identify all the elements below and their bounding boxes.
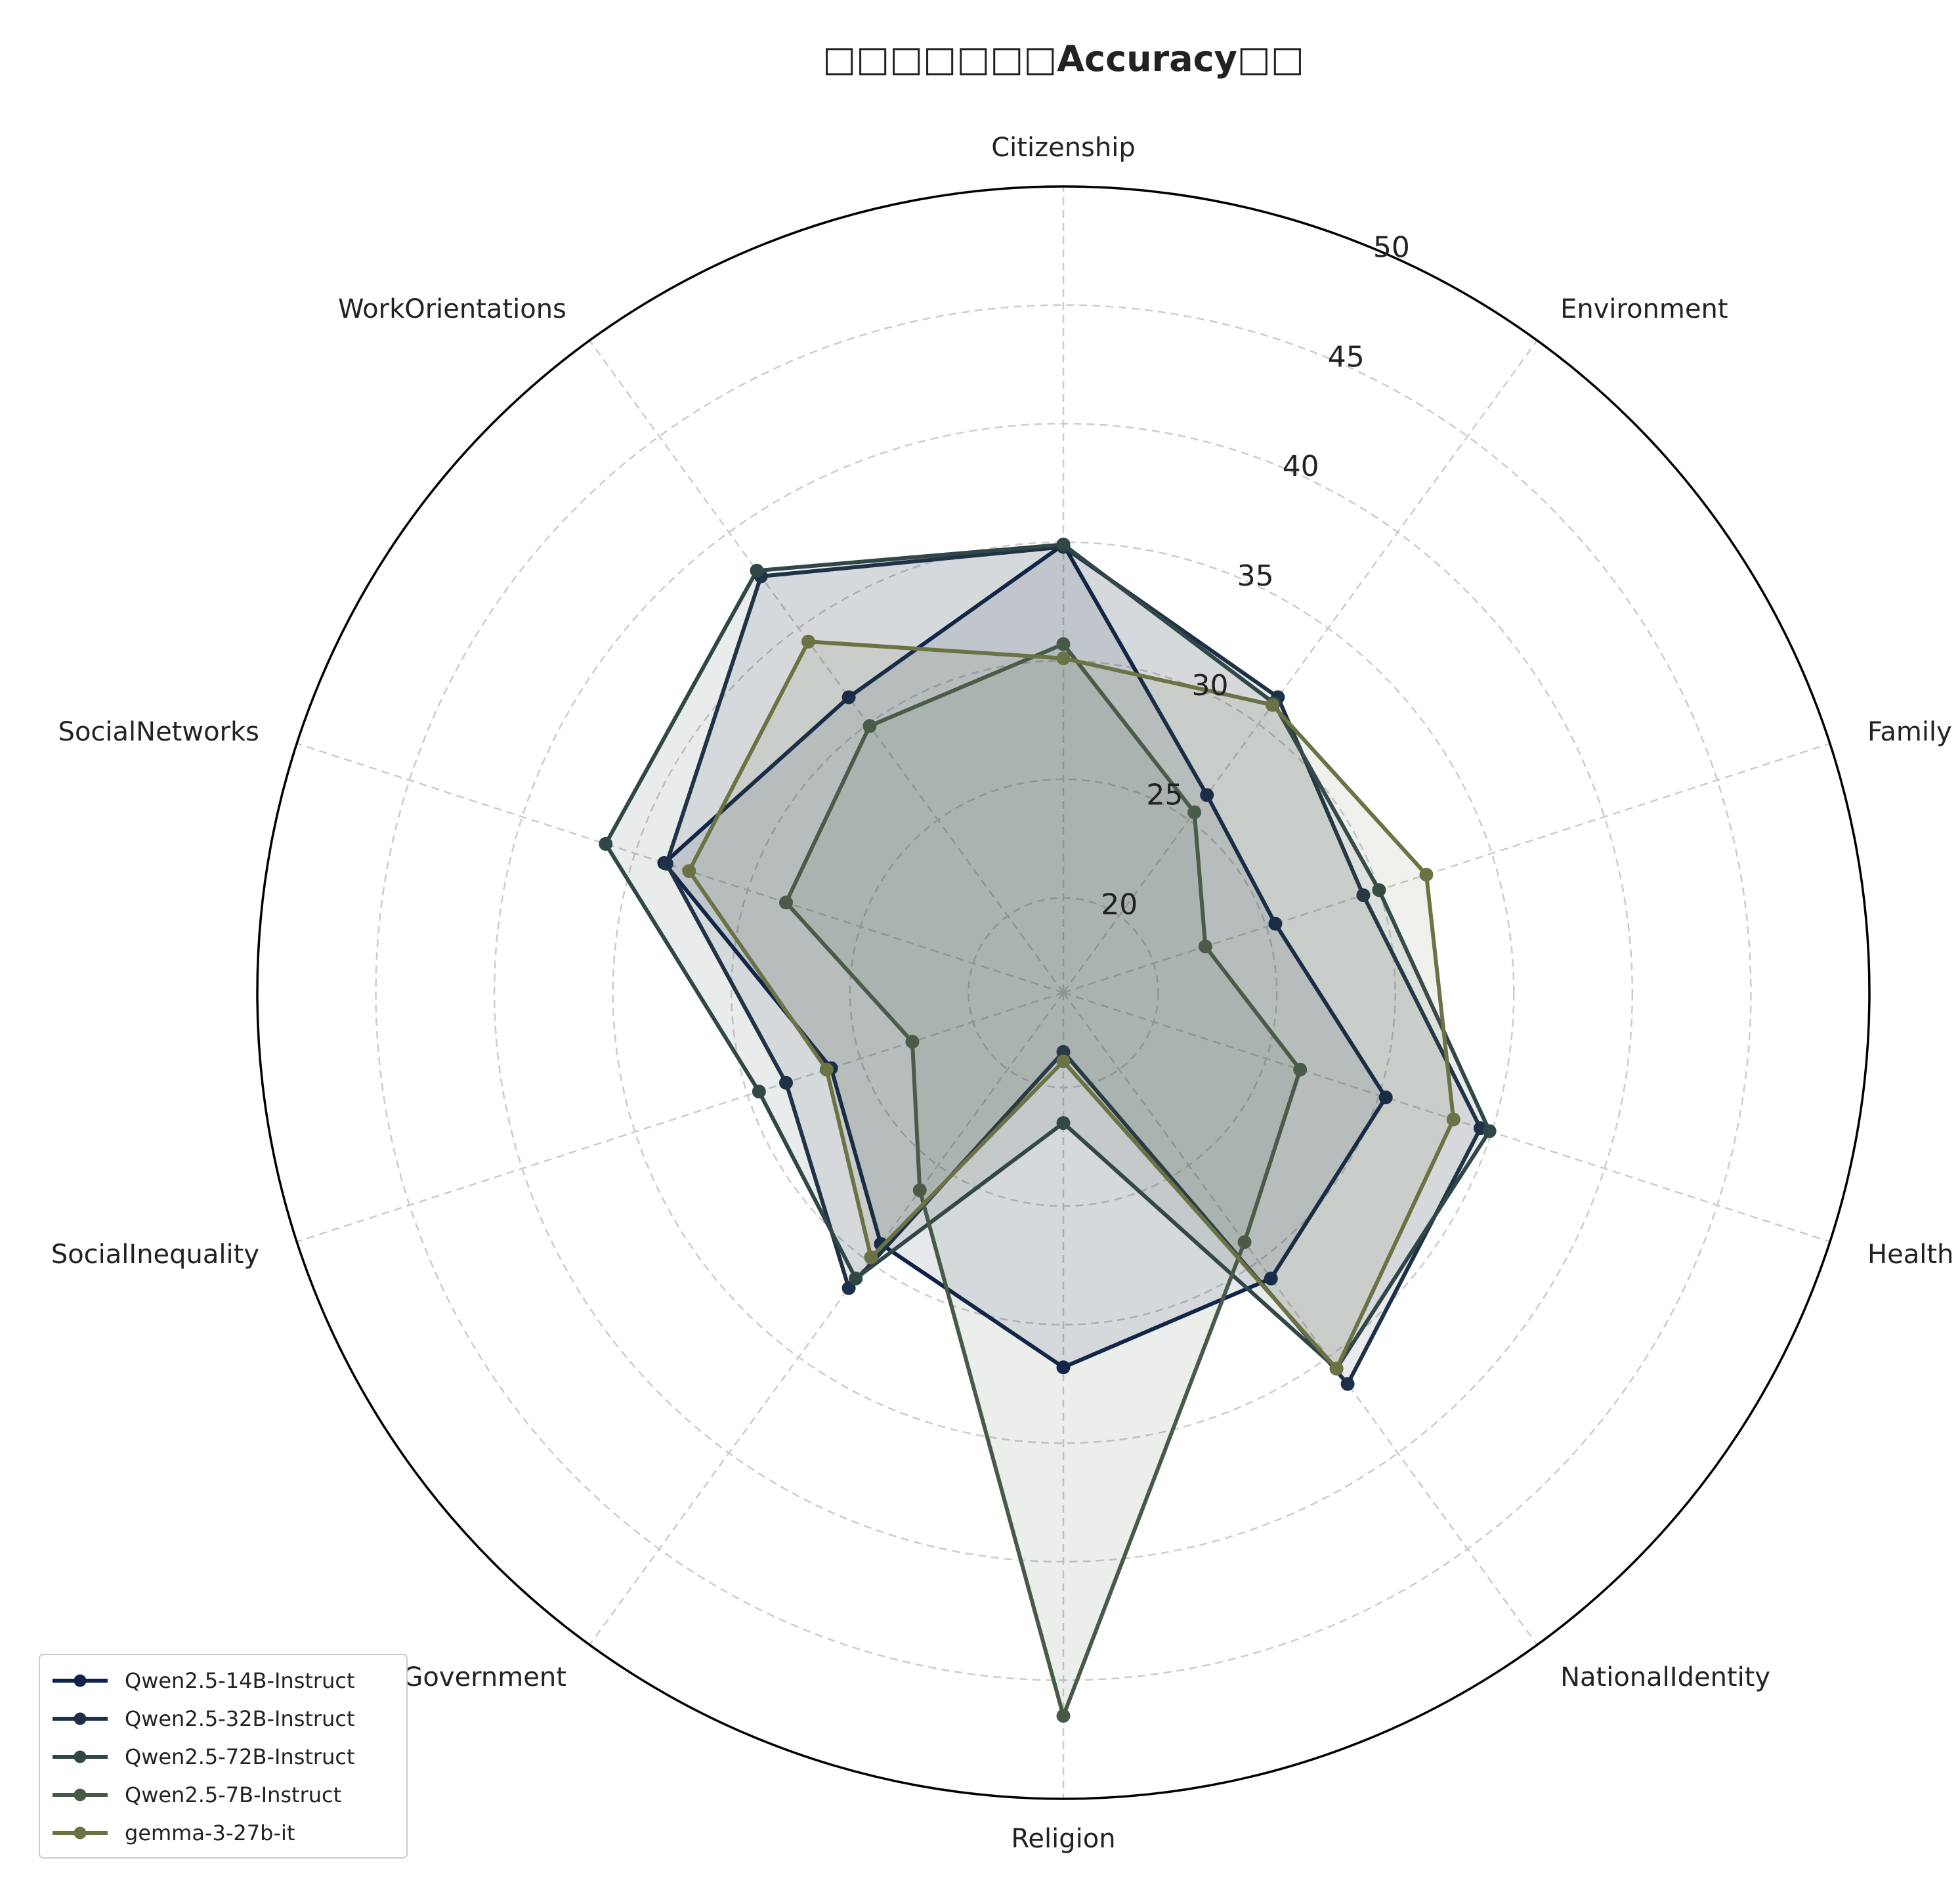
radar-grid <box>256 185 1871 1800</box>
data-point-1-6 <box>842 1281 856 1295</box>
radial-tick-label: 20 <box>1101 888 1138 922</box>
data-point-4-2 <box>1419 867 1434 882</box>
legend-label: Qwen2.5-72B-Instruct <box>125 1744 355 1769</box>
data-point-0-9 <box>842 690 856 704</box>
legend-label: Qwen2.5-32B-Instruct <box>125 1706 355 1731</box>
data-point-4-1 <box>1265 698 1279 712</box>
data-point-4-9 <box>801 634 815 649</box>
data-point-4-8 <box>682 864 696 878</box>
data-point-4-4 <box>1329 1362 1344 1376</box>
radial-tick-label: 40 <box>1283 450 1319 483</box>
radial-tick-label: 25 <box>1146 779 1183 812</box>
radial-tick-label: 35 <box>1237 559 1274 593</box>
data-point-0-4 <box>1264 1271 1278 1285</box>
data-point-3-3 <box>1293 1062 1308 1077</box>
category-label: SocialNetworks <box>58 717 259 747</box>
data-point-3-2 <box>1198 939 1212 954</box>
grid-spoke <box>296 743 1064 994</box>
grid-spoke <box>1063 743 1831 994</box>
grid-spoke <box>589 339 1065 993</box>
category-label: Religion <box>1011 1824 1115 1854</box>
category-label: Family <box>1867 717 1952 747</box>
series-area-1 <box>666 547 1481 1385</box>
data-point-2-5 <box>1056 1116 1071 1131</box>
radar-series <box>599 537 1497 1723</box>
data-point-2-8 <box>599 836 613 851</box>
legend-label: Qwen2.5-14B-Instruct <box>125 1668 355 1693</box>
series-area-0 <box>664 544 1386 1368</box>
data-point-2-2 <box>1372 883 1386 897</box>
category-label: Health <box>1867 1239 1953 1270</box>
data-point-3-5 <box>1056 1709 1071 1723</box>
category-label: Environment <box>1560 294 1728 324</box>
legend-box <box>39 1654 408 1859</box>
data-point-3-6 <box>912 1183 927 1197</box>
outer-frame <box>256 185 1871 1800</box>
data-point-3-0 <box>1056 637 1071 651</box>
data-point-2-6 <box>849 1271 863 1285</box>
legend-swatch-marker <box>74 1826 87 1840</box>
data-point-1-5 <box>1056 1045 1071 1059</box>
data-point-2-0 <box>1056 537 1071 551</box>
data-point-4-0 <box>1056 651 1071 666</box>
grid-spoke <box>589 992 1065 1646</box>
grid-ring <box>612 541 1515 1444</box>
data-point-3-7 <box>905 1035 920 1049</box>
data-point-4-7 <box>819 1062 834 1077</box>
data-point-1-4 <box>1340 1377 1355 1391</box>
radial-tick-label: 30 <box>1192 669 1229 702</box>
series-area-3 <box>786 644 1300 1716</box>
chart-title: □□□□□□□Accuracy□□ <box>822 38 1304 79</box>
data-point-2-9 <box>750 563 764 578</box>
data-point-4-5 <box>1056 1054 1071 1069</box>
legend-label: gemma-3-27b-it <box>125 1821 295 1845</box>
radial-tick-label: 45 <box>1328 340 1365 374</box>
grid-spoke <box>1063 991 1831 1243</box>
data-point-4-3 <box>1446 1112 1460 1127</box>
data-point-0-5 <box>1056 1360 1071 1375</box>
data-point-2-3 <box>1482 1124 1497 1138</box>
data-point-1-2 <box>1356 888 1371 903</box>
data-point-3-8 <box>779 895 793 910</box>
data-point-4-6 <box>864 1250 878 1264</box>
radial-tick-label: 50 <box>1373 231 1410 265</box>
category-label: SocialInequality <box>51 1239 259 1270</box>
legend-swatch-marker <box>74 1674 87 1687</box>
data-point-1-7 <box>779 1075 793 1090</box>
data-point-1-8 <box>659 857 673 871</box>
data-point-3-9 <box>863 719 877 733</box>
category-label: WorkOrientations <box>338 294 566 324</box>
grid-spoke <box>1062 339 1538 993</box>
data-point-0-1 <box>1200 788 1214 802</box>
legend-label: Qwen2.5-7B-Instruct <box>125 1782 341 1807</box>
data-point-0-3 <box>1378 1090 1393 1105</box>
category-labels: Citizenship Environment Family Health Nation… <box>51 133 1954 1854</box>
data-point-2-7 <box>752 1085 766 1099</box>
category-label: Citizenship <box>991 133 1136 163</box>
data-point-3-4 <box>1237 1235 1252 1249</box>
radial-tick-labels: 20 25 30 35 40 45 50 <box>1101 231 1410 922</box>
category-label: NationalIdentity <box>1560 1662 1770 1692</box>
data-point-0-2 <box>1268 916 1283 931</box>
legend-swatch-marker <box>74 1750 87 1763</box>
grid-spoke <box>296 991 1064 1243</box>
legend-swatch-marker <box>74 1788 87 1801</box>
legend: Qwen2.5-14B-Instruct Qwen2.5-32B-Instruct… <box>39 1654 408 1859</box>
data-point-3-1 <box>1187 805 1202 819</box>
grid-spoke <box>1062 992 1538 1646</box>
legend-swatch-marker <box>74 1712 87 1725</box>
series-area-4 <box>689 641 1454 1369</box>
